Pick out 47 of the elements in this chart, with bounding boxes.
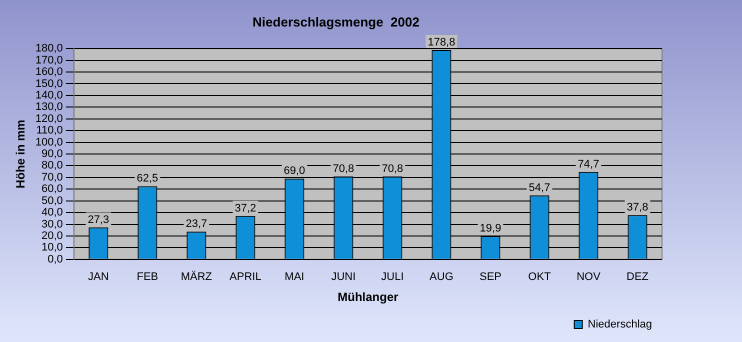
x-tick-label: OKT: [528, 271, 552, 284]
chart-title: Niederschlagsmenge 2002: [252, 14, 420, 30]
y-tick-label: 60,0: [42, 183, 63, 196]
y-tick-label: 50,0: [42, 194, 63, 207]
data-label: 69,0: [284, 165, 306, 178]
y-tick-label: 10,0: [42, 242, 63, 254]
y-tick-label: 120,0: [35, 112, 63, 125]
x-tick-label: MÄRZ: [180, 270, 212, 284]
x-tick-label: MAI: [284, 271, 304, 284]
x-tick-label: JULI: [381, 271, 404, 284]
y-tick-label: 90,0: [42, 148, 63, 160]
y-tick-label: 100,0: [35, 136, 63, 148]
x-axis-title: Mühlanger: [338, 290, 399, 304]
y-tick-label: 170,0: [35, 54, 63, 66]
data-label: 37,2: [234, 202, 256, 214]
x-tick-label: DEZ: [626, 271, 649, 284]
data-label: 70,8: [332, 163, 354, 176]
x-tick-label: JAN: [88, 271, 109, 284]
data-label: 54,7: [528, 182, 550, 194]
x-tick-label: AUG: [430, 271, 454, 284]
data-label: 62,5: [136, 172, 158, 185]
y-tick-label: 70,0: [42, 171, 63, 184]
data-label: 27,3: [88, 214, 110, 226]
x-tick-label: NOV: [576, 271, 602, 284]
y-tick-label: 20,0: [42, 230, 63, 242]
legend-label: Niederschlag: [588, 318, 652, 331]
y-tick-label: 130,0: [35, 101, 63, 114]
data-label: 70,8: [382, 163, 404, 176]
data-label: 23,7: [186, 218, 208, 230]
x-tick-label: FEB: [136, 271, 158, 284]
y-tick-label: 180,0: [35, 42, 63, 55]
data-label: 37,8: [626, 202, 648, 214]
y-tick-label: 0,0: [48, 253, 63, 266]
x-tick-label: JUNI: [331, 271, 356, 284]
x-tick-label: APRIL: [230, 271, 262, 284]
x-tick-label: SEP: [479, 271, 502, 284]
y-tick-label: 140,0: [35, 89, 63, 102]
y-tick-label: 110,0: [36, 124, 63, 137]
y-axis-title: Höhe in mm: [14, 120, 28, 188]
y-tick-label: 30,0: [42, 218, 63, 230]
data-label: 178,8: [428, 36, 456, 49]
data-label: 19,9: [480, 222, 502, 235]
y-tick-label: 150,0: [35, 78, 63, 90]
data-label: 74,7: [578, 158, 600, 170]
y-tick-label: 80,0: [42, 160, 63, 172]
y-tick-label: 160,0: [35, 66, 63, 78]
y-tick-label: 40,0: [42, 206, 63, 219]
